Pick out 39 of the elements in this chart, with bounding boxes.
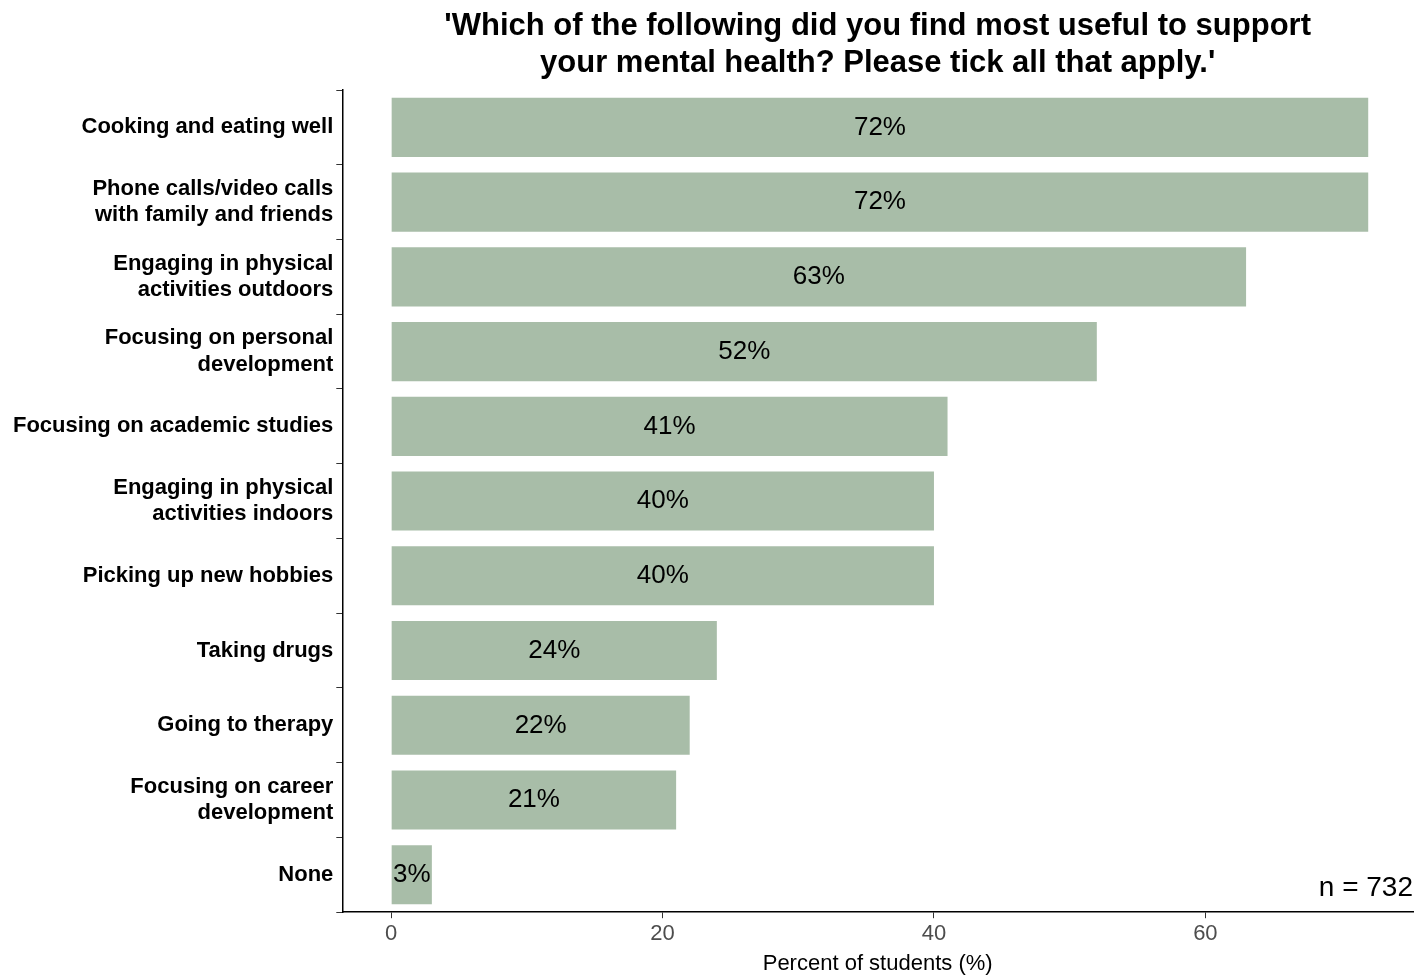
y-tick-label: Going to therapy <box>157 711 335 737</box>
bar <box>391 172 1369 232</box>
x-axis-title: Percent of students (%) <box>762 949 993 975</box>
data-label: 52% <box>718 334 771 365</box>
y-tick-label: Cooking and eating well <box>81 113 334 139</box>
y-tick-label: Focusing on personal development <box>104 324 334 376</box>
bar <box>391 396 948 456</box>
bar <box>391 322 1097 382</box>
y-tick-label: Focusing on career development <box>130 772 334 825</box>
data-label: 22% <box>514 708 567 739</box>
x-tick-label: 0 <box>385 920 398 946</box>
y-tick-label: Phone calls/video calls with family and friends <box>92 174 334 227</box>
data-label: 40% <box>636 559 689 590</box>
y-tick-label: Taking drugs <box>196 636 334 662</box>
bar <box>391 770 677 830</box>
data-label: 72% <box>853 185 906 216</box>
y-tick-label: None <box>278 860 334 886</box>
y-tick-label: Focusing on academic studies <box>12 412 334 438</box>
y-tick-label: Picking up new hobbies <box>82 561 334 587</box>
data-label: 40% <box>636 484 689 515</box>
y-tick-label: Engaging in physical activities outdoors <box>113 249 334 302</box>
bar <box>391 546 934 606</box>
x-tick-label: 60 <box>1193 920 1218 946</box>
data-label: 72% <box>853 110 906 141</box>
data-label: 63% <box>792 260 845 291</box>
data-label: 24% <box>528 633 581 664</box>
data-label: 3% <box>392 858 431 888</box>
y-tick-label: Engaging in physical activities indoors <box>113 473 334 526</box>
bar <box>391 621 717 681</box>
x-tick-label: 40 <box>921 920 947 946</box>
x-tick-label: 20 <box>650 920 675 946</box>
data-label: 41% <box>643 409 696 440</box>
chart-title: 'Which of the following did you find most useful to support your mental health? Please tick all that apply.' <box>444 7 1311 79</box>
annotation: n = 732 <box>1318 870 1413 902</box>
data-label: 21% <box>507 783 560 814</box>
bar <box>391 471 934 531</box>
bar <box>391 247 1247 307</box>
bar <box>391 97 1369 157</box>
bar <box>391 695 690 755</box>
